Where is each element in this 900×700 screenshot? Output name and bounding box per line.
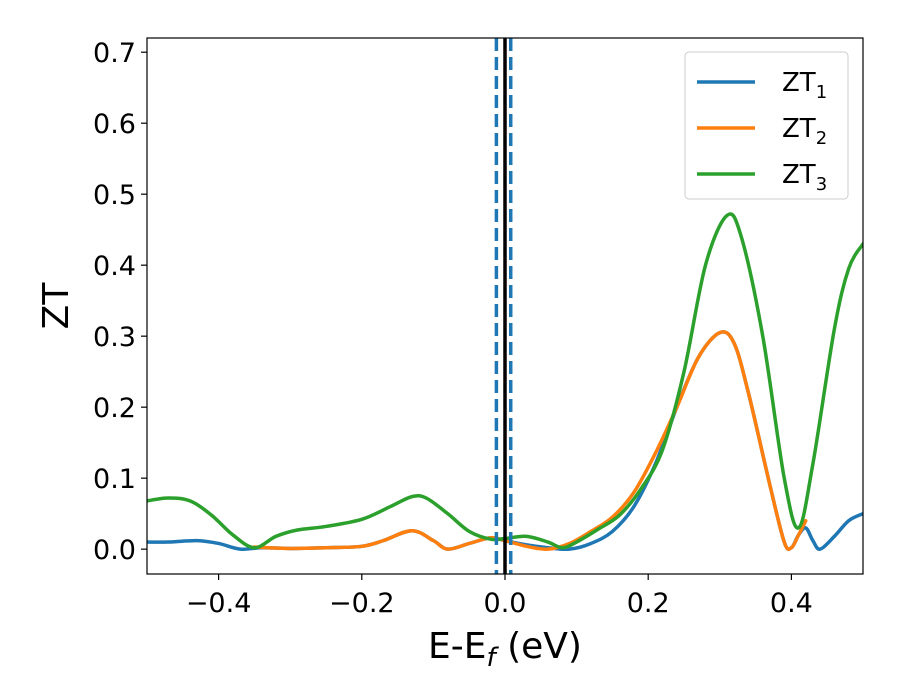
y-axis-label: ZT [36, 282, 77, 330]
y-tick-label: 0.4 [93, 251, 136, 282]
x-axis: −0.4 −0.2 0.0 0.2 0.4 [186, 574, 813, 619]
x-tick-label: 0.2 [627, 588, 670, 619]
series-line-zt3 [147, 212, 863, 550]
x-tick-label: −0.2 [329, 588, 395, 619]
legend-box [684, 51, 849, 200]
y-axis: 0.0 0.1 0.2 0.3 0.4 0.5 0.6 0.7 [93, 38, 147, 566]
legend-label-zt2: ZT2 [782, 114, 827, 149]
legend-label-zt3: ZT3 [782, 160, 827, 195]
legend-label-zt1: ZT1 [782, 68, 827, 103]
plot-area [147, 38, 863, 574]
x-tick-label: −0.4 [186, 588, 252, 619]
y-tick-label: 0.6 [93, 109, 136, 140]
y-tick-label: 0.5 [93, 180, 136, 211]
y-tick-label: 0.2 [93, 393, 136, 424]
series-line-zt2 [252, 330, 808, 551]
x-tick-label: 0.0 [484, 588, 527, 619]
y-tick-label: 0.3 [93, 322, 136, 353]
y-tick-label: 0.1 [93, 464, 136, 495]
y-tick-label: 0.0 [93, 535, 136, 566]
x-tick-label: 0.4 [770, 588, 813, 619]
y-tick-label: 0.7 [93, 38, 136, 69]
legend: ZT1 ZT2 ZT3 [684, 51, 849, 200]
x-axis-label: E-Ef (eV) [428, 626, 582, 673]
